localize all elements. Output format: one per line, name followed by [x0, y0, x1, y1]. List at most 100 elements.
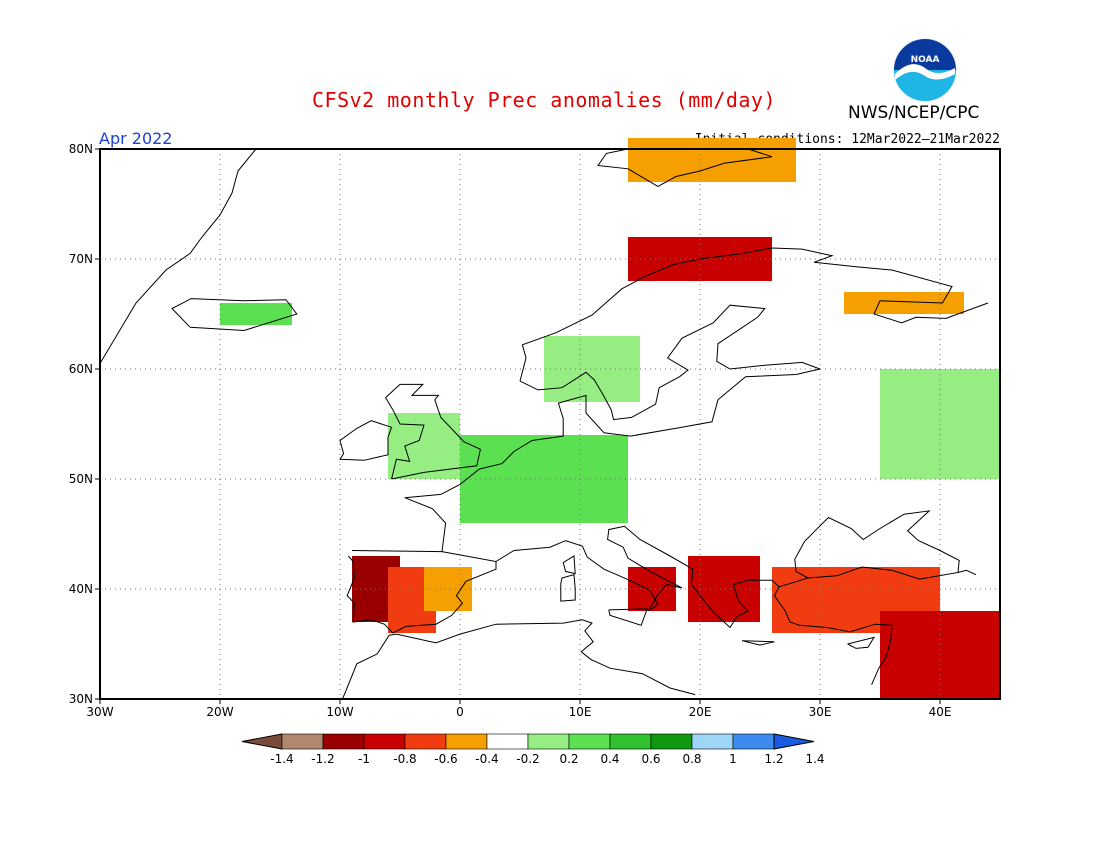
colorbar-label: -0.8 [393, 752, 416, 766]
coastline [597, 148, 773, 187]
anomaly-cell [952, 369, 976, 391]
anomaly-cell [844, 611, 868, 633]
coastline [341, 634, 390, 700]
anomaly-cell [952, 655, 976, 677]
anomaly-cell [904, 413, 928, 435]
anomaly-region-4 [688, 556, 760, 622]
anomaly-cell [580, 435, 604, 457]
anomaly-cell [556, 479, 580, 501]
anomaly-cell [628, 160, 652, 182]
anomaly-cell [976, 655, 1000, 677]
anomaly-cell [952, 457, 976, 479]
anomaly-cell [412, 435, 436, 457]
colorbar-label: 1 [729, 752, 737, 766]
anomaly-cell [508, 457, 532, 479]
anomaly-cell [424, 567, 448, 589]
anomaly-cell [532, 435, 556, 457]
anomaly-cell [904, 369, 928, 391]
colorbar-label: 0.6 [641, 752, 660, 766]
anomaly-cell [904, 457, 928, 479]
anomaly-cell [940, 292, 964, 314]
anomaly-cell [820, 589, 844, 611]
anomaly-cell [952, 413, 976, 435]
anomaly-cell [532, 501, 556, 523]
anomaly-cell [700, 259, 724, 281]
lon-tick-label: 20E [689, 705, 712, 719]
anomaly-cell [952, 611, 976, 633]
anomaly-cell [436, 413, 460, 435]
anomaly-cell [676, 259, 700, 281]
anomaly-region-3 [628, 567, 676, 611]
colorbar-swatch [650, 733, 693, 750]
lon-tick-label: 30E [809, 705, 832, 719]
anomaly-cell [700, 237, 724, 259]
anomaly-cell [580, 479, 604, 501]
colorbar-swatch [363, 733, 406, 750]
lat-tick-label: 30N [69, 692, 93, 706]
anomaly-cell [976, 457, 1000, 479]
colorbar-label: 0.2 [559, 752, 578, 766]
anomaly-cell [652, 259, 676, 281]
anomaly-region-2 [424, 567, 472, 611]
anomaly-cell [460, 479, 484, 501]
anomaly-cell [412, 413, 436, 435]
anomaly-cell [556, 435, 580, 457]
anomaly-cell [568, 336, 592, 358]
coastline [560, 574, 576, 602]
coastline [346, 550, 497, 634]
anomaly-cell [508, 501, 532, 523]
anomaly-cell [952, 391, 976, 413]
anomaly-cell [628, 259, 652, 281]
anomaly-cell [904, 391, 928, 413]
anomaly-cell [460, 457, 484, 479]
anomaly-cell [388, 589, 412, 611]
anomaly-region-8 [628, 138, 796, 182]
coastline [389, 619, 696, 696]
anomaly-cell [928, 611, 952, 633]
coastline [957, 569, 977, 576]
anomaly-cell [688, 556, 712, 578]
anomaly-cell [388, 435, 412, 457]
lat-tick-label: 40N [69, 582, 93, 596]
anomaly-cell [880, 611, 904, 633]
anomaly-cell [580, 501, 604, 523]
colorbar-label: 1.4 [805, 752, 824, 766]
anomaly-cell [904, 677, 928, 699]
anomaly-cell [868, 589, 892, 611]
colorbar-label: -0.4 [475, 752, 498, 766]
anomaly-cell [244, 303, 268, 325]
anomaly-cell [436, 435, 460, 457]
lon-tick-label: 0 [456, 705, 464, 719]
anomaly-cell [976, 677, 1000, 699]
anomaly-cell [976, 413, 1000, 435]
colorbar: -1.4 -1.2 -1 -0.8 -0.6 -0.4 -0.2 0.2 0.4 0.6 0.8 1 1… [241, 733, 825, 766]
colorbar-swatch [568, 733, 611, 750]
anomaly-cell [700, 160, 724, 182]
anomaly-cell [736, 578, 760, 600]
anomaly-cell [880, 435, 904, 457]
anomaly-cell [604, 501, 628, 523]
anomaly-cell [724, 160, 748, 182]
anomaly-cell [772, 611, 796, 633]
colorbar-swatch [527, 733, 570, 750]
anomaly-cell [976, 369, 1000, 391]
colorbar-label: 1.2 [764, 752, 783, 766]
anomaly-cell [904, 435, 928, 457]
coastline [404, 368, 821, 552]
lat-tick-label: 80N [69, 142, 93, 156]
anomaly-cell [532, 457, 556, 479]
colorbar-label: -1 [358, 752, 370, 766]
anomaly-cell [508, 479, 532, 501]
anomaly-cell [976, 633, 1000, 655]
lon-tick-label: 20W [206, 705, 233, 719]
organization-label: NWS/NCEP/CPC [848, 103, 980, 123]
colorbar-label: 0.8 [682, 752, 701, 766]
anomaly-cell [928, 435, 952, 457]
anomaly-cell [844, 589, 868, 611]
anomaly-cell [748, 237, 772, 259]
anomaly-cell [976, 391, 1000, 413]
anomaly-cell [616, 336, 640, 358]
anomaly-cell [628, 237, 652, 259]
lon-tick-label: 30W [86, 705, 113, 719]
anomaly-region-9 [844, 292, 964, 314]
